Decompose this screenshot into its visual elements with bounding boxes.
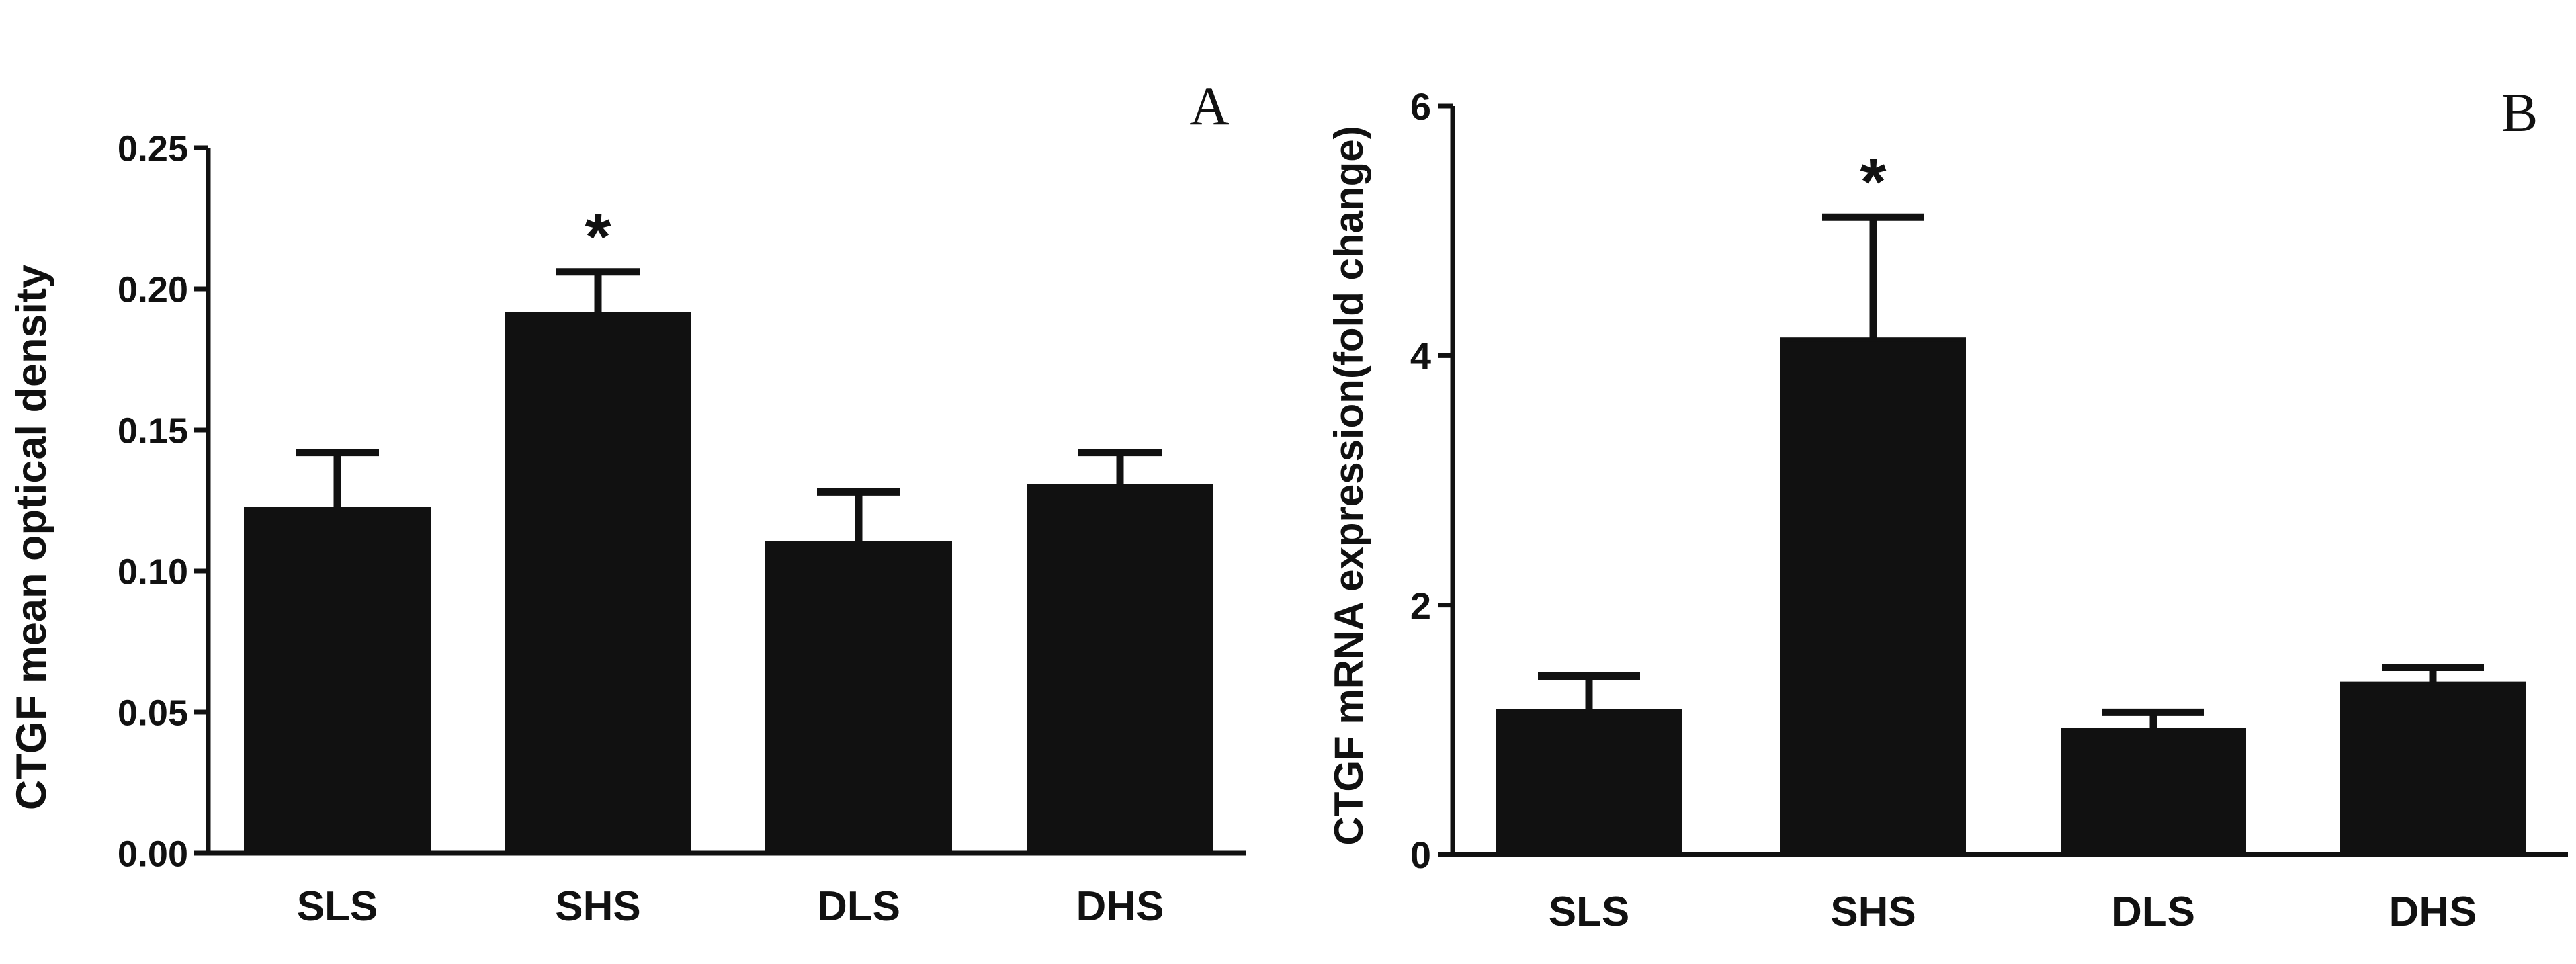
panel-b-bar-dls bbox=[2061, 728, 2246, 857]
panel-b-y-tick-label: 0 bbox=[1410, 834, 1431, 876]
panel-a-y-tick-label: 0.20 bbox=[118, 269, 188, 310]
panel-b-significance-mark: * bbox=[1860, 144, 1887, 220]
panel-a-y-tick-label: 0.25 bbox=[118, 128, 188, 169]
panel-b-chart: SLS * SHS DLS DHS 0 2 4 6 CTGF mRNA expression(fo… bbox=[1326, 82, 2568, 935]
panel-a-significance-mark: * bbox=[585, 200, 611, 275]
panel-b-y-tick-label: 2 bbox=[1410, 584, 1431, 627]
panel-a-label: A bbox=[1189, 75, 1229, 136]
panel-a-y-tick-label: 0.15 bbox=[118, 410, 188, 451]
panel-a-bar-shs bbox=[505, 312, 691, 855]
panel-b-y-axis-title: CTGF mRNA expression(fold change) bbox=[1326, 126, 1371, 845]
panel-a-y-tick-label: 0.00 bbox=[118, 834, 188, 874]
panel-a-x-tick-label: DLS bbox=[817, 883, 900, 930]
panel-b-bar-sls bbox=[1496, 709, 1682, 857]
panel-a-y-tick-label: 0.05 bbox=[118, 693, 188, 733]
panel-a-y-axis-title: CTGF mean optical density bbox=[8, 265, 55, 810]
panel-a-bar-dls bbox=[765, 541, 952, 855]
panel-b-bar-dhs bbox=[2340, 681, 2526, 857]
panel-b-x-tick-label: SLS bbox=[1549, 889, 1630, 935]
panel-a-bar-dhs bbox=[1027, 484, 1213, 855]
panel-b-bar-shs bbox=[1780, 337, 1966, 857]
panel-a-chart: SLS * SHS DLS DHS 0.00 0.05 0.10 0.15 0.20 0.25 CTG… bbox=[8, 75, 1246, 930]
panel-b-label: B bbox=[2501, 82, 2538, 143]
panel-b-x-tick-label: DHS bbox=[2389, 889, 2477, 935]
panel-b-y-tick-label: 4 bbox=[1410, 335, 1431, 377]
panel-a-y-tick-label: 0.10 bbox=[118, 552, 188, 592]
panel-a-bar-sls bbox=[244, 507, 431, 855]
panel-b-x-tick-label: SHS bbox=[1830, 889, 1916, 935]
panel-a-x-tick-label: DHS bbox=[1076, 883, 1164, 930]
panel-a-x-tick-label: SLS bbox=[297, 883, 378, 930]
panel-b-x-tick-label: DLS bbox=[2112, 889, 2195, 935]
panel-b-y-tick-label: 6 bbox=[1410, 85, 1431, 128]
panel-a-x-tick-label: SHS bbox=[555, 883, 640, 930]
